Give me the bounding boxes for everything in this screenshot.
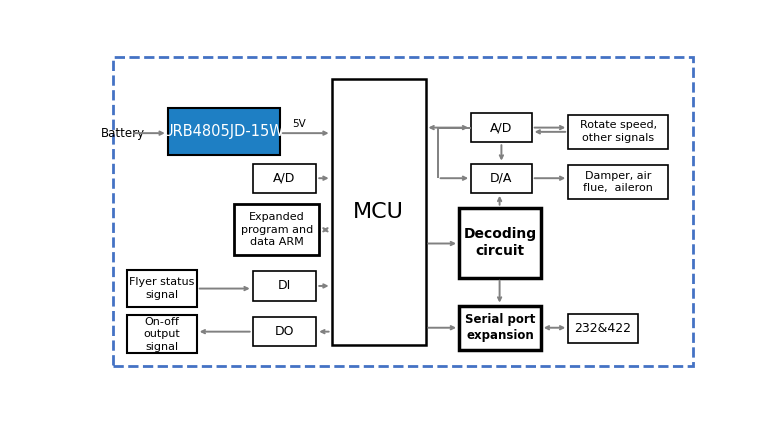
FancyBboxPatch shape <box>471 113 532 142</box>
Text: Decoding
circuit: Decoding circuit <box>464 227 536 258</box>
Text: On-off
output
signal: On-off output signal <box>143 317 180 351</box>
Text: 5V: 5V <box>293 119 306 128</box>
FancyBboxPatch shape <box>253 317 316 346</box>
FancyBboxPatch shape <box>331 78 426 345</box>
FancyBboxPatch shape <box>253 164 316 193</box>
Text: DO: DO <box>275 325 294 338</box>
FancyBboxPatch shape <box>459 306 541 350</box>
Text: Flyer status
signal: Flyer status signal <box>129 277 195 300</box>
Text: DI: DI <box>278 279 291 293</box>
Text: D/A: D/A <box>490 172 513 185</box>
Text: Expanded
program and
data ARM: Expanded program and data ARM <box>240 212 313 247</box>
Text: A/D: A/D <box>490 121 513 134</box>
FancyBboxPatch shape <box>168 108 280 155</box>
FancyBboxPatch shape <box>568 314 638 343</box>
Text: Rotate speed,
other signals: Rotate speed, other signals <box>579 120 657 143</box>
FancyBboxPatch shape <box>127 270 197 307</box>
FancyBboxPatch shape <box>459 208 541 278</box>
FancyBboxPatch shape <box>234 204 319 255</box>
Text: Battery: Battery <box>101 127 145 139</box>
FancyBboxPatch shape <box>568 114 669 149</box>
Text: 232&422: 232&422 <box>575 322 632 335</box>
FancyBboxPatch shape <box>253 271 316 301</box>
Text: Damper, air
flue,  aileron: Damper, air flue, aileron <box>583 171 653 193</box>
FancyBboxPatch shape <box>471 164 532 193</box>
Text: Serial port
expansion: Serial port expansion <box>464 313 535 342</box>
Text: URB4805JD-15W: URB4805JD-15W <box>163 124 285 139</box>
FancyBboxPatch shape <box>127 315 197 353</box>
FancyBboxPatch shape <box>568 165 669 199</box>
Text: MCU: MCU <box>353 202 404 222</box>
Text: A/D: A/D <box>273 172 296 185</box>
